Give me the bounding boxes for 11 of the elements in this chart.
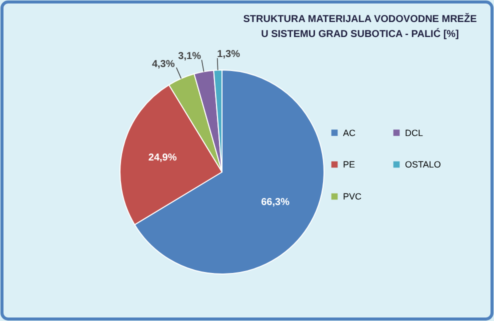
- legend-label: PVC: [343, 192, 362, 202]
- legend-label: AC: [343, 128, 356, 138]
- legend-label: PE: [343, 160, 356, 170]
- data-label: 66,3%: [261, 197, 290, 208]
- legend-label: OSTALO: [405, 160, 441, 170]
- legend-label: DCL: [405, 128, 424, 138]
- data-label: 3,1%: [178, 50, 202, 62]
- data-label: 24,9%: [148, 152, 177, 164]
- data-label: 1,3%: [217, 49, 240, 60]
- chart-title: STRUKTURA MATERIJALA VODOVODNE MREŽE U SISTEMU GRAD SUBOTICA - PALIĆ [%]: [243, 13, 478, 40]
- data-label: 4,3%: [152, 58, 175, 70]
